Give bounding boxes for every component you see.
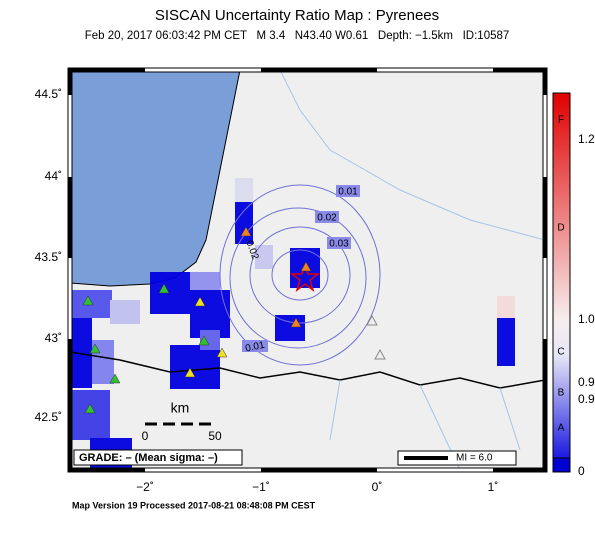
- grade-text: GRADE: – (Mean sigma: –): [79, 452, 218, 464]
- title: SISCAN Uncertainty Ratio Map : Pyrenees: [155, 7, 439, 24]
- border: [70, 351, 545, 389]
- lat-label: 42.5˚: [35, 410, 62, 424]
- lon-label: −2˚: [136, 480, 154, 494]
- ocean: [70, 70, 241, 287]
- grade-letter: D: [557, 223, 564, 234]
- grade-box: [73, 449, 243, 466]
- lat-label: 44.5˚: [35, 87, 62, 101]
- contour-label: 0.01: [244, 340, 266, 355]
- stations: [82, 226, 386, 414]
- mi-text: MI = 6.0: [456, 453, 493, 464]
- grade-letter: C: [557, 347, 564, 358]
- lat-label: 43˚: [45, 331, 62, 345]
- colorbar-tick: 0.9: [578, 392, 595, 406]
- lon-label: 0˚: [372, 480, 383, 494]
- scale-end: 50: [208, 429, 222, 443]
- contour-label: 0.01: [338, 187, 358, 198]
- frame-ticks: [68, 68, 547, 472]
- lat-label: 44˚: [45, 169, 62, 183]
- grade-letter: B: [558, 388, 565, 399]
- colorbar-min: [552, 457, 571, 473]
- lon-label: 1˚: [488, 480, 499, 494]
- uncertainty-cells: [70, 178, 515, 470]
- grade-letter: F: [558, 115, 564, 126]
- lat-label: 43.5˚: [35, 250, 62, 264]
- contour-label: 0.02: [317, 213, 337, 224]
- scale-unit: km: [171, 400, 190, 416]
- lon-label: −1˚: [252, 480, 270, 494]
- colorbar-tick: 1.0: [578, 312, 595, 326]
- subtitle: Feb 20, 2017 06:03:42 PM CET M 3.4 N43.4…: [85, 30, 510, 42]
- contour-label: 0.03: [329, 239, 349, 250]
- grade-letter: A: [558, 423, 565, 434]
- epicenter: [289, 262, 321, 292]
- footer: Map Version 19 Processed 2017-08-21 08:4…: [72, 500, 316, 510]
- colorbar-tick: 0.9: [578, 375, 595, 389]
- contours: [219, 184, 381, 366]
- colorbar: [552, 92, 571, 459]
- rivers: [279, 70, 545, 470]
- colorbar-tick: 0: [578, 464, 585, 478]
- colorbar-tick: 1.2: [578, 132, 595, 146]
- map-area: [70, 70, 545, 470]
- mi-box: [397, 450, 517, 466]
- scale-start: 0: [142, 429, 149, 443]
